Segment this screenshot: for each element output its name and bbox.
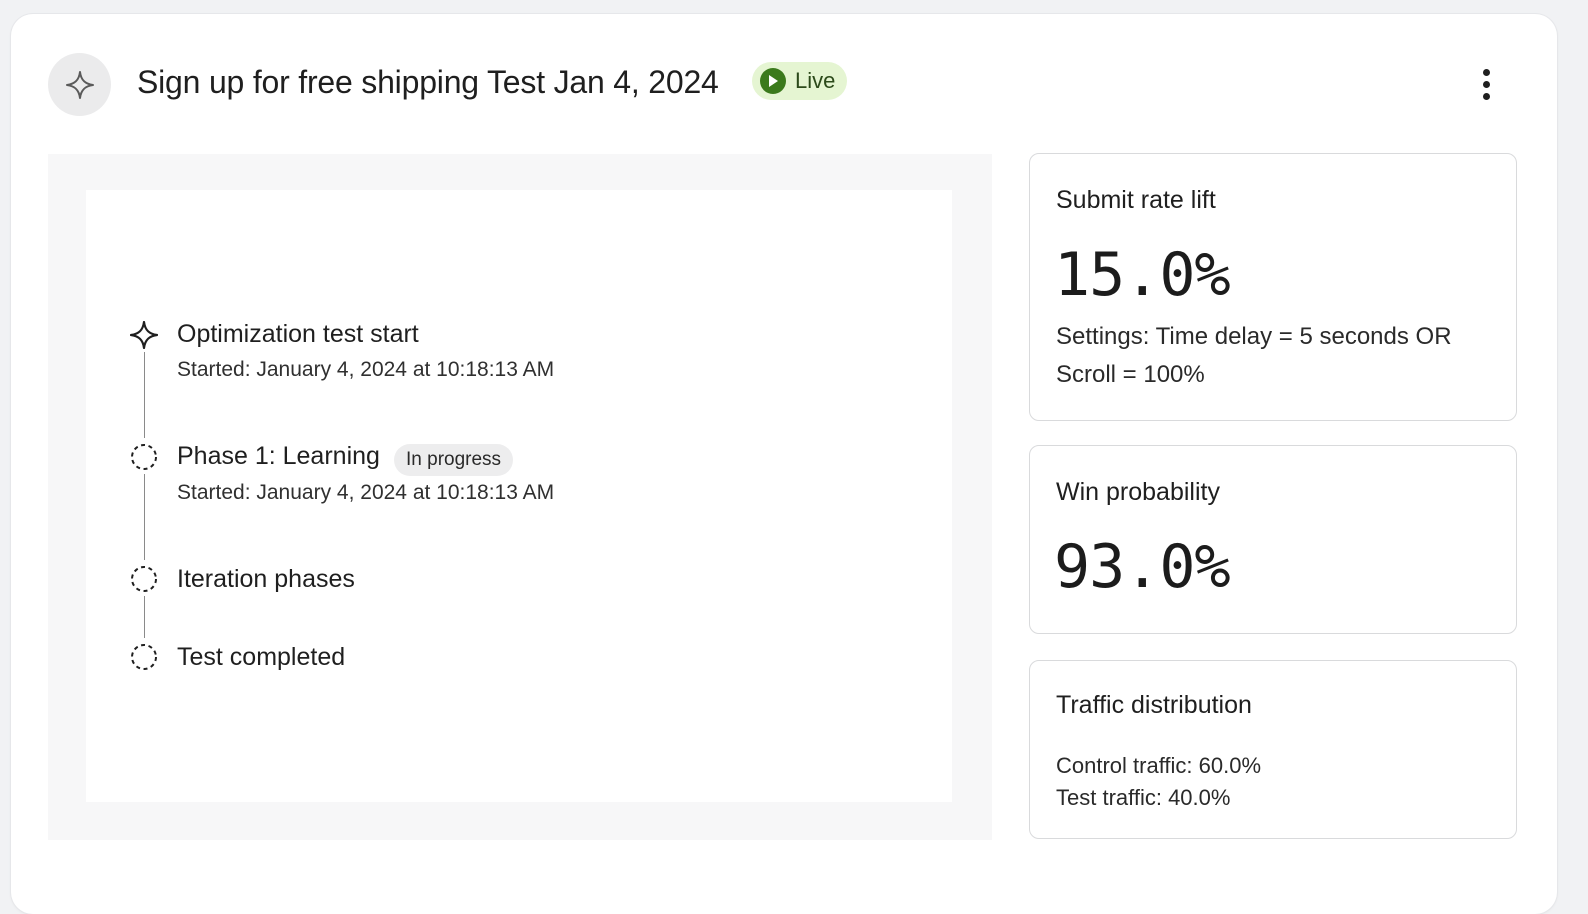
test-card: Sign up for free shipping Test Jan 4, 20…	[11, 14, 1557, 914]
more-options-button[interactable]	[1471, 64, 1501, 104]
metric-settings: Settings: Time delay = 5 seconds OR Scro…	[1056, 323, 1452, 388]
page-title: Sign up for free shipping Test Jan 4, 20…	[137, 64, 719, 100]
test-traffic: Test traffic: 40.0%	[1056, 785, 1231, 810]
metric-title: Win probability	[1056, 478, 1220, 506]
more-vertical-icon	[1482, 68, 1490, 76]
more-dot	[1482, 92, 1490, 100]
timeline-item-title: Phase 1: Learning	[177, 442, 380, 470]
status-badge: Live	[752, 62, 848, 100]
timeline-connector	[144, 352, 145, 438]
metric-title: Submit rate lift	[1056, 186, 1216, 214]
timeline-item-title: Iteration phases	[177, 565, 355, 593]
dashed-circle-icon	[130, 643, 158, 671]
metric-title: Traffic distribution	[1056, 691, 1252, 719]
timeline-item-subtitle: Started: January 4, 2024 at 10:18:13 AM	[177, 481, 555, 504]
timeline-item-title: Optimization test start	[177, 320, 419, 348]
sparkle-icon	[48, 53, 111, 116]
timeline-connector	[144, 596, 145, 638]
status-badge: In progress	[394, 444, 514, 476]
metric-value: 93.0%	[1054, 532, 1231, 602]
dashed-circle-icon	[130, 443, 158, 471]
timeline-connector	[144, 474, 145, 560]
timeline-item-subtitle: Started: January 4, 2024 at 10:18:13 AM	[177, 358, 555, 381]
dashed-circle-icon	[130, 565, 158, 593]
timeline-item-title: Test completed	[177, 643, 346, 671]
more-dot	[1482, 80, 1490, 88]
control-traffic: Control traffic: 60.0%	[1056, 753, 1262, 778]
traffic-distribution-card: Traffic distribution Control traffic: 60…	[1029, 660, 1517, 839]
sparkle-icon	[130, 321, 158, 349]
win-probability-card: Win probability 93.0%	[1029, 445, 1517, 634]
submit-rate-card: Submit rate lift 15.0% Settings: Time de…	[1029, 153, 1517, 421]
timeline: Optimization test start Started: January…	[86, 190, 952, 802]
play-icon	[760, 68, 786, 94]
metric-value: 15.0%	[1054, 240, 1231, 310]
status-label: Live	[795, 68, 836, 93]
timeline-panel: Optimization test start Started: January…	[48, 154, 992, 840]
